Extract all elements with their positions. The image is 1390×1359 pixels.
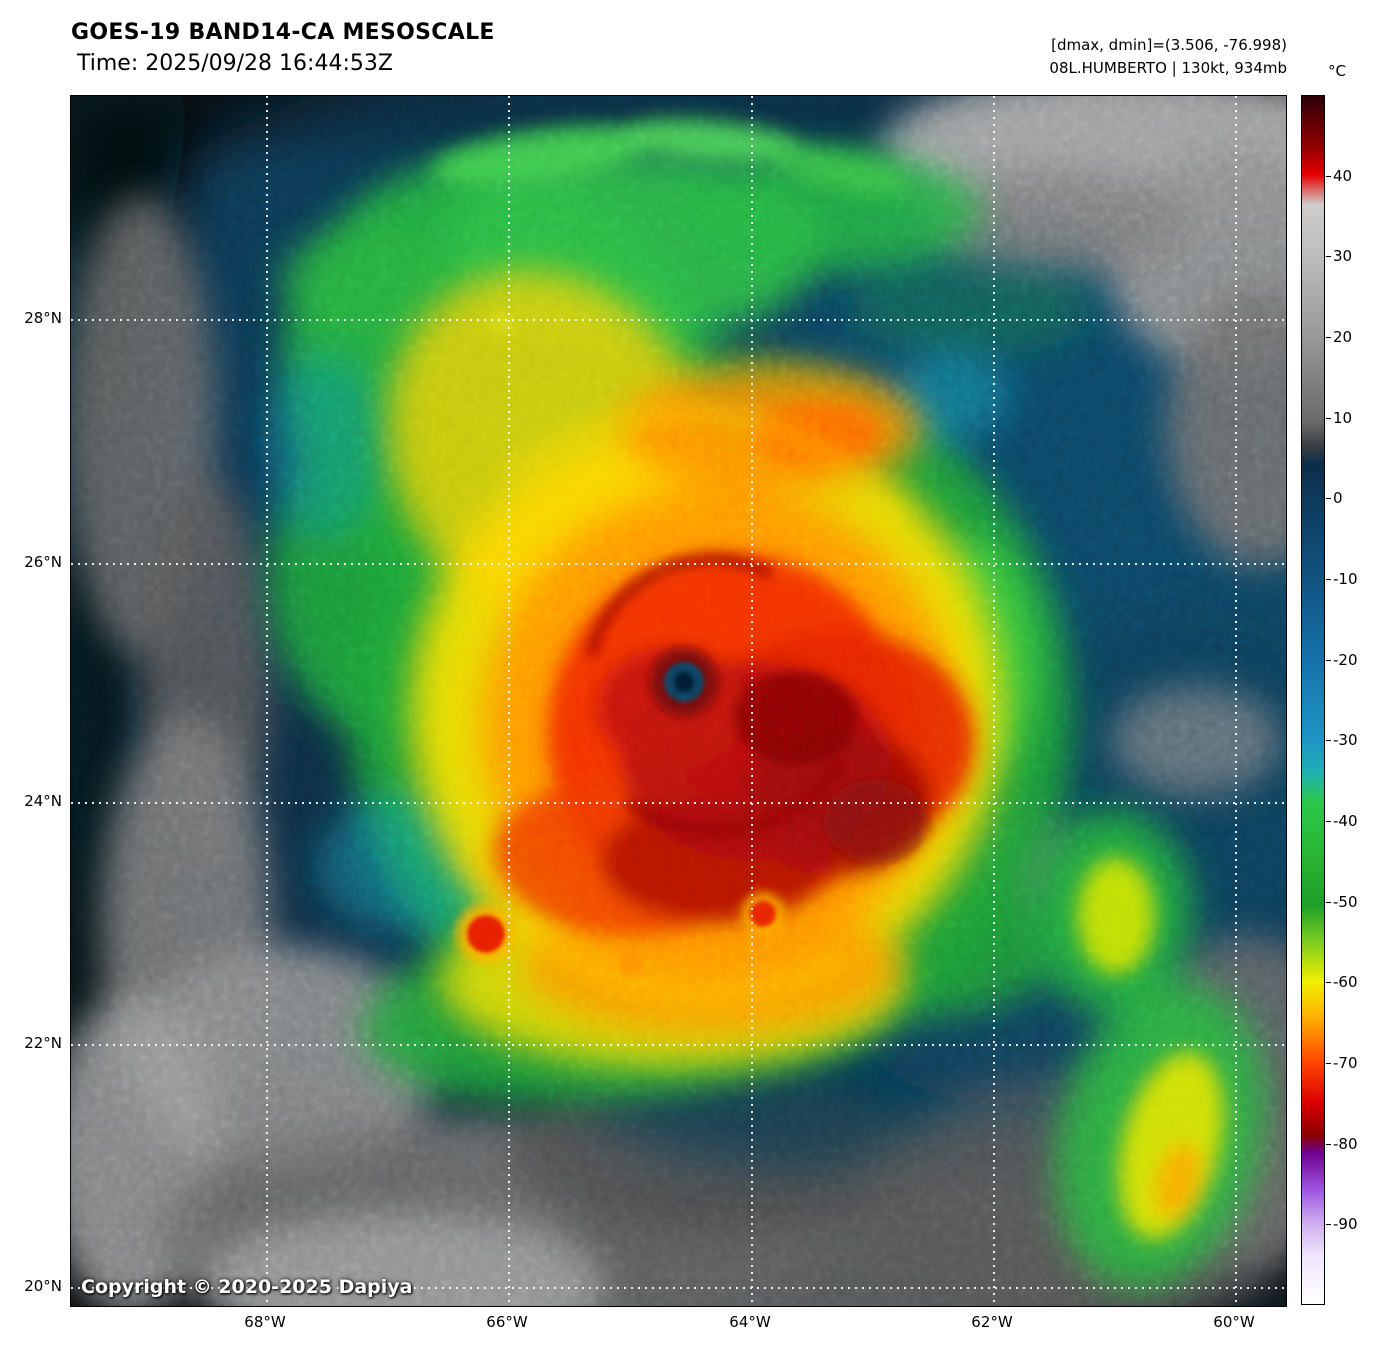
satellite-image xyxy=(71,96,1286,1306)
colorbar-tick-mark xyxy=(1326,1143,1331,1145)
grid-lon-line xyxy=(751,96,753,1306)
dmax-dmin-label: [dmax, dmin]=(3.506, -76.998) xyxy=(1051,36,1287,54)
grid-lat-line xyxy=(71,802,1286,804)
colorbar-tick-label: -30 xyxy=(1333,731,1358,750)
copyright-label: Copyright © 2020-2025 Dapiya xyxy=(81,1276,413,1298)
colorbar xyxy=(1301,95,1325,1305)
grid-lon-line xyxy=(508,96,510,1306)
annotation-block: [dmax, dmin]=(3.506, -76.998) 08L.HUMBER… xyxy=(880,34,1287,80)
colorbar-tick-label: 0 xyxy=(1333,489,1343,508)
colorbar-unit-label: °C xyxy=(1328,62,1346,80)
colorbar-tick-label: -10 xyxy=(1333,570,1358,588)
colorbar-tick-mark xyxy=(1326,417,1331,419)
grid-lat-line xyxy=(71,563,1286,565)
colorbar-tick-mark xyxy=(1326,1224,1331,1226)
grid-lon-line xyxy=(993,96,995,1306)
satellite-map: Copyright © 2020-2025 Dapiya xyxy=(70,95,1287,1307)
colorbar-tick-mark xyxy=(1326,821,1331,822)
page-title: GOES-19 BAND14-CA MESOSCALE xyxy=(71,20,495,45)
colorbar-tick-label: 10 xyxy=(1333,408,1353,427)
lat-label: 20°N xyxy=(24,1277,62,1295)
colorbar-tick-label: -80 xyxy=(1333,1134,1358,1153)
colorbar-tick-mark xyxy=(1326,659,1331,661)
colorbar-tick-label: -90 xyxy=(1333,1215,1358,1234)
lon-label: 60°W xyxy=(1213,1313,1255,1331)
colorbar-tick-label: 30 xyxy=(1333,247,1353,266)
lat-label: 28°N xyxy=(24,309,62,327)
grid-lat-line xyxy=(71,1044,1286,1046)
colorbar-tick-mark xyxy=(1326,256,1331,258)
colorbar-tick-label: -60 xyxy=(1333,973,1358,992)
grid-lon-line xyxy=(266,96,268,1306)
colorbar-tick-label: -20 xyxy=(1333,650,1358,669)
lon-label: 62°W xyxy=(971,1313,1013,1331)
colorbar-tick-mark xyxy=(1326,175,1331,177)
colorbar-tick-mark xyxy=(1326,1063,1331,1064)
colorbar-tick-label: -70 xyxy=(1333,1054,1358,1072)
grid-lat-line xyxy=(71,1287,1286,1289)
grid-lon-line xyxy=(1235,96,1237,1306)
grid-lat-line xyxy=(71,319,1286,321)
lat-label: 26°N xyxy=(24,553,62,571)
colorbar-tick-label: -50 xyxy=(1333,892,1358,911)
colorbar-tick-mark xyxy=(1326,337,1331,338)
lat-label: 24°N xyxy=(24,792,62,810)
lon-label: 66°W xyxy=(486,1313,528,1331)
colorbar-tick-label: 20 xyxy=(1333,328,1353,346)
colorbar-tick-label: 40 xyxy=(1333,166,1353,185)
timestamp: Time: 2025/09/28 16:44:53Z xyxy=(77,51,393,76)
lat-label: 22°N xyxy=(24,1034,62,1052)
colorbar-tick-mark xyxy=(1326,901,1331,903)
lon-label: 64°W xyxy=(729,1313,771,1331)
colorbar-tick-mark xyxy=(1326,579,1331,580)
storm-info-label: 08L.HUMBERTO | 130kt, 934mb xyxy=(1049,59,1287,77)
colorbar-tick-mark xyxy=(1326,982,1331,984)
lon-label: 68°W xyxy=(244,1313,286,1331)
colorbar-tick-label: -40 xyxy=(1333,812,1358,830)
colorbar-tick-mark xyxy=(1326,740,1331,742)
colorbar-tick-mark xyxy=(1326,498,1331,500)
